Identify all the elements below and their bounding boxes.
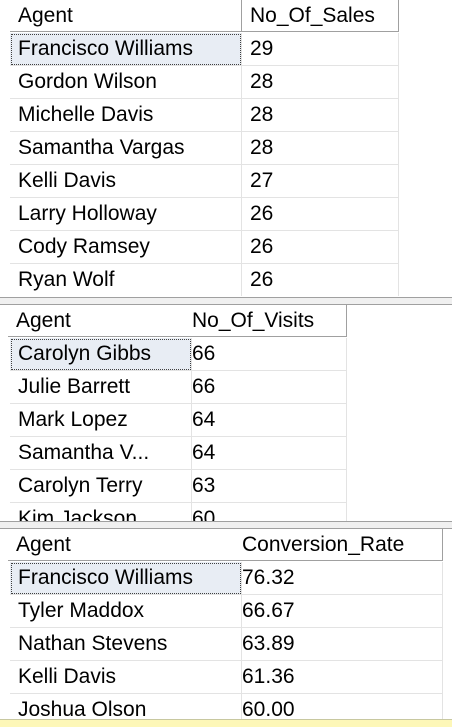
- cell-value[interactable]: 64: [184, 404, 347, 437]
- cell-value[interactable]: 28: [242, 66, 399, 99]
- cell-agent[interactable]: Kelli Davis: [10, 165, 242, 198]
- cell-agent[interactable]: Nathan Stevens: [10, 628, 242, 661]
- cell-value[interactable]: 27: [242, 165, 399, 198]
- cell-agent[interactable]: Joshua Olson: [10, 694, 242, 719]
- cell-agent[interactable]: Samantha V...: [10, 437, 192, 470]
- cell-value[interactable]: 28: [242, 99, 399, 132]
- pane-splitter[interactable]: [0, 297, 452, 305]
- cell-agent[interactable]: Mark Lopez: [10, 404, 192, 437]
- cell-agent[interactable]: Cody Ramsey: [10, 231, 242, 264]
- status-bar: [0, 719, 452, 727]
- column-header-no-of-visits[interactable]: No_Of_Visits: [184, 305, 347, 337]
- column-header-agent[interactable]: Agent: [8, 529, 242, 561]
- column-header-agent[interactable]: Agent: [10, 0, 242, 32]
- cell-agent[interactable]: Ryan Wolf: [10, 264, 242, 296]
- cell-agent[interactable]: Larry Holloway: [10, 198, 242, 231]
- cell-agent[interactable]: Julie Barrett: [10, 371, 192, 404]
- cell-agent[interactable]: Kelli Davis: [10, 661, 242, 694]
- cell-value[interactable]: 60: [184, 503, 347, 521]
- cell-agent[interactable]: Tyler Maddox: [10, 595, 242, 628]
- cell-value[interactable]: 60.00: [234, 694, 443, 719]
- column-header-no-of-sales[interactable]: No_Of_Sales: [242, 0, 399, 32]
- cell-value[interactable]: 66: [184, 371, 347, 404]
- cell-value[interactable]: 64: [184, 437, 347, 470]
- cell-agent[interactable]: Gordon Wilson: [10, 66, 242, 99]
- cell-value[interactable]: 28: [242, 132, 399, 165]
- cell-agent[interactable]: Kim Jackson: [10, 503, 192, 521]
- pane-splitter[interactable]: [0, 521, 452, 529]
- cell-agent[interactable]: Michelle Davis: [10, 99, 242, 132]
- cell-value[interactable]: 63: [184, 470, 347, 503]
- cell-value[interactable]: 26: [242, 264, 399, 296]
- cell-value[interactable]: 61.36: [234, 661, 443, 694]
- cell-agent[interactable]: Carolyn Gibbs: [10, 338, 192, 371]
- results-grid-visits: Agent No_Of_Visits Carolyn Gibbs 66 Juli…: [0, 305, 452, 521]
- cell-agent[interactable]: Francisco Williams: [10, 562, 242, 595]
- cell-value[interactable]: 66: [184, 338, 347, 371]
- column-header-agent[interactable]: Agent: [8, 305, 192, 337]
- cell-value[interactable]: 29: [242, 33, 399, 66]
- column-header-conversion-rate[interactable]: Conversion_Rate: [234, 529, 443, 561]
- cell-agent[interactable]: Francisco Williams: [10, 33, 242, 66]
- results-grid-sales: Agent No_Of_Sales Francisco Williams 29 …: [0, 0, 452, 296]
- cell-value[interactable]: 76.32: [234, 562, 443, 595]
- cell-agent[interactable]: Carolyn Terry: [10, 470, 192, 503]
- results-grid-conversion: Agent Conversion_Rate Francisco Williams…: [0, 529, 452, 719]
- cell-value[interactable]: 26: [242, 231, 399, 264]
- cell-value[interactable]: 26: [242, 198, 399, 231]
- cell-value[interactable]: 63.89: [234, 628, 443, 661]
- cell-value[interactable]: 66.67: [234, 595, 443, 628]
- cell-agent[interactable]: Samantha Vargas: [10, 132, 242, 165]
